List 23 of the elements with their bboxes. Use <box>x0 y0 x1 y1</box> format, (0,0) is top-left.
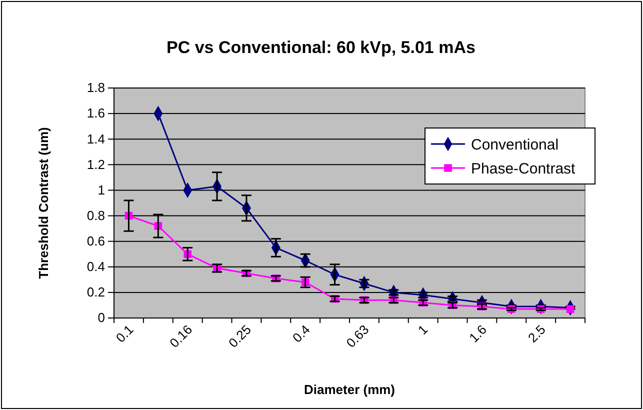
y-tick-label: 0 <box>98 310 105 326</box>
y-tick-label: 0.2 <box>86 284 105 300</box>
y-axis-title: Threshold Contrast (um) <box>36 127 51 279</box>
x-tick-label: 0.63 <box>343 322 372 350</box>
x-axis-title: Diameter (mm) <box>304 382 396 397</box>
y-tick-label: 1.6 <box>86 106 105 121</box>
y-tick-label: 0.8 <box>86 208 105 223</box>
legend-label: Conventional <box>471 136 559 154</box>
x-tick-label: 0.1 <box>112 322 136 346</box>
x-tick-label: 0.4 <box>289 322 313 346</box>
y-tick-label: 1.4 <box>86 131 105 146</box>
x-tick-label: 1.6 <box>466 322 490 346</box>
y-tick-label: 1 <box>98 182 105 198</box>
y-tick-label: 0.6 <box>86 233 105 248</box>
y-tick-label: 0.4 <box>86 259 105 274</box>
legend-label: Phase-Contrast <box>471 160 576 178</box>
x-tick-label: 1 <box>414 322 431 338</box>
y-tick-label: 1.8 <box>86 80 105 96</box>
chart-title: PC vs Conventional: 60 kVp, 5.01 mAs <box>166 38 476 57</box>
x-tick-label: 2.5 <box>524 322 548 346</box>
y-tick-label: 1.2 <box>86 156 105 172</box>
x-tick-label: 0.16 <box>166 322 196 350</box>
x-tick-label: 0.25 <box>226 322 254 350</box>
